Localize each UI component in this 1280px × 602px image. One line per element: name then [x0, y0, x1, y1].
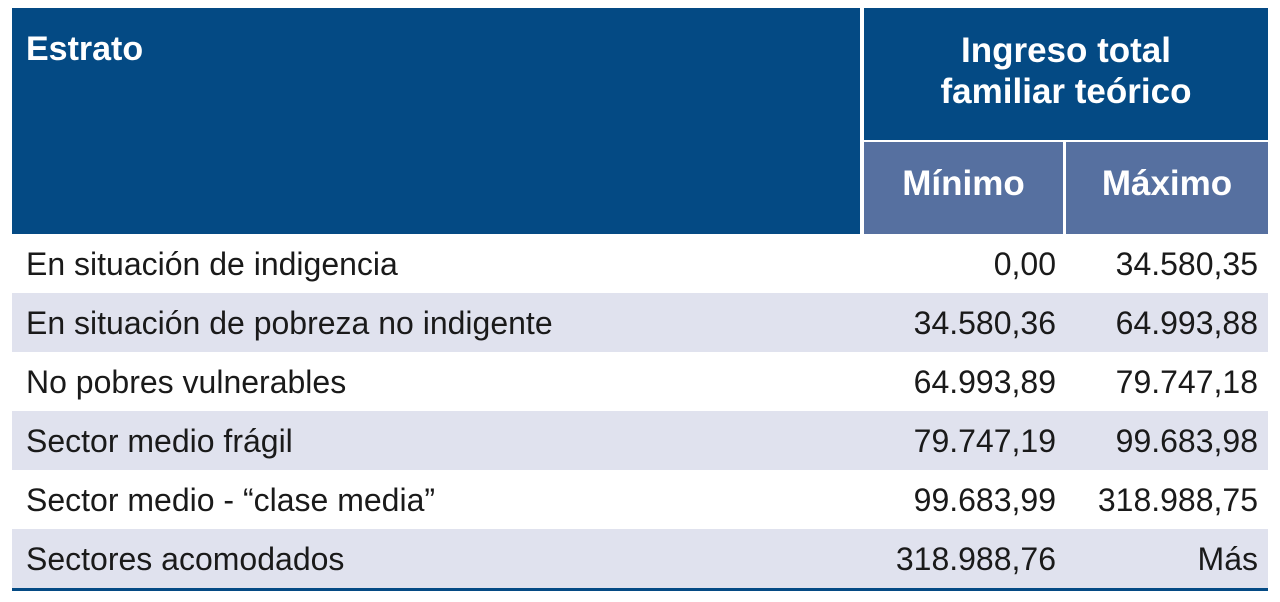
row-min: 318.988,76: [895, 541, 1056, 577]
table-row: Sectores acomodados 318.988,76 Más: [12, 529, 1268, 588]
row-min: 34.580,36: [913, 305, 1056, 341]
row-label: No pobres vulnerables: [26, 364, 347, 400]
row-label: En situación de pobreza no indigente: [26, 305, 553, 341]
header-min: Mínimo: [864, 142, 1063, 234]
table-row: Sector medio - “clase media” 99.683,99 3…: [12, 470, 1268, 529]
row-max: 64.993,88: [1115, 305, 1258, 341]
row-max: 99.683,98: [1115, 423, 1258, 459]
row-min: 79.747,19: [913, 423, 1056, 459]
header-estrato: Estrato: [12, 8, 860, 234]
row-min: 0,00: [993, 246, 1056, 282]
row-min: 99.683,99: [913, 482, 1056, 518]
header-min-label: Mínimo: [902, 164, 1025, 203]
table-header: Estrato Ingreso total familiar teórico M…: [12, 8, 1268, 234]
row-label: Sectores acomodados: [26, 541, 345, 577]
row-max: 318.988,75: [1097, 482, 1258, 518]
row-max: 79.747,18: [1115, 364, 1258, 400]
row-label: Sector medio frágil: [26, 423, 293, 459]
header-estrato-label: Estrato: [26, 30, 144, 68]
header-max-label: Máximo: [1101, 164, 1233, 203]
income-table: Estrato Ingreso total familiar teórico M…: [12, 8, 1268, 591]
header-income-group: Ingreso total familiar teórico: [864, 8, 1268, 140]
row-max: 34.580,35: [1115, 246, 1258, 282]
row-label: En situación de indigencia: [26, 246, 398, 282]
header-income-group-label: Ingreso total familiar teórico: [940, 31, 1192, 111]
header-max: Máximo: [1066, 142, 1268, 234]
table-row: No pobres vulnerables 64.993,89 79.747,1…: [12, 352, 1268, 411]
table-row: En situación de pobreza no indigente 34.…: [12, 293, 1268, 352]
table-row: En situación de indigencia 0,00 34.580,3…: [12, 234, 1268, 293]
row-label: Sector medio - “clase media”: [26, 482, 436, 518]
table-bottom-rule: [12, 588, 1268, 591]
table-row: Sector medio frágil 79.747,19 99.683,98: [12, 411, 1268, 470]
row-min: 64.993,89: [913, 364, 1056, 400]
row-max: Más: [1197, 541, 1258, 577]
table-body: En situación de indigencia 0,00 34.580,3…: [12, 234, 1268, 588]
